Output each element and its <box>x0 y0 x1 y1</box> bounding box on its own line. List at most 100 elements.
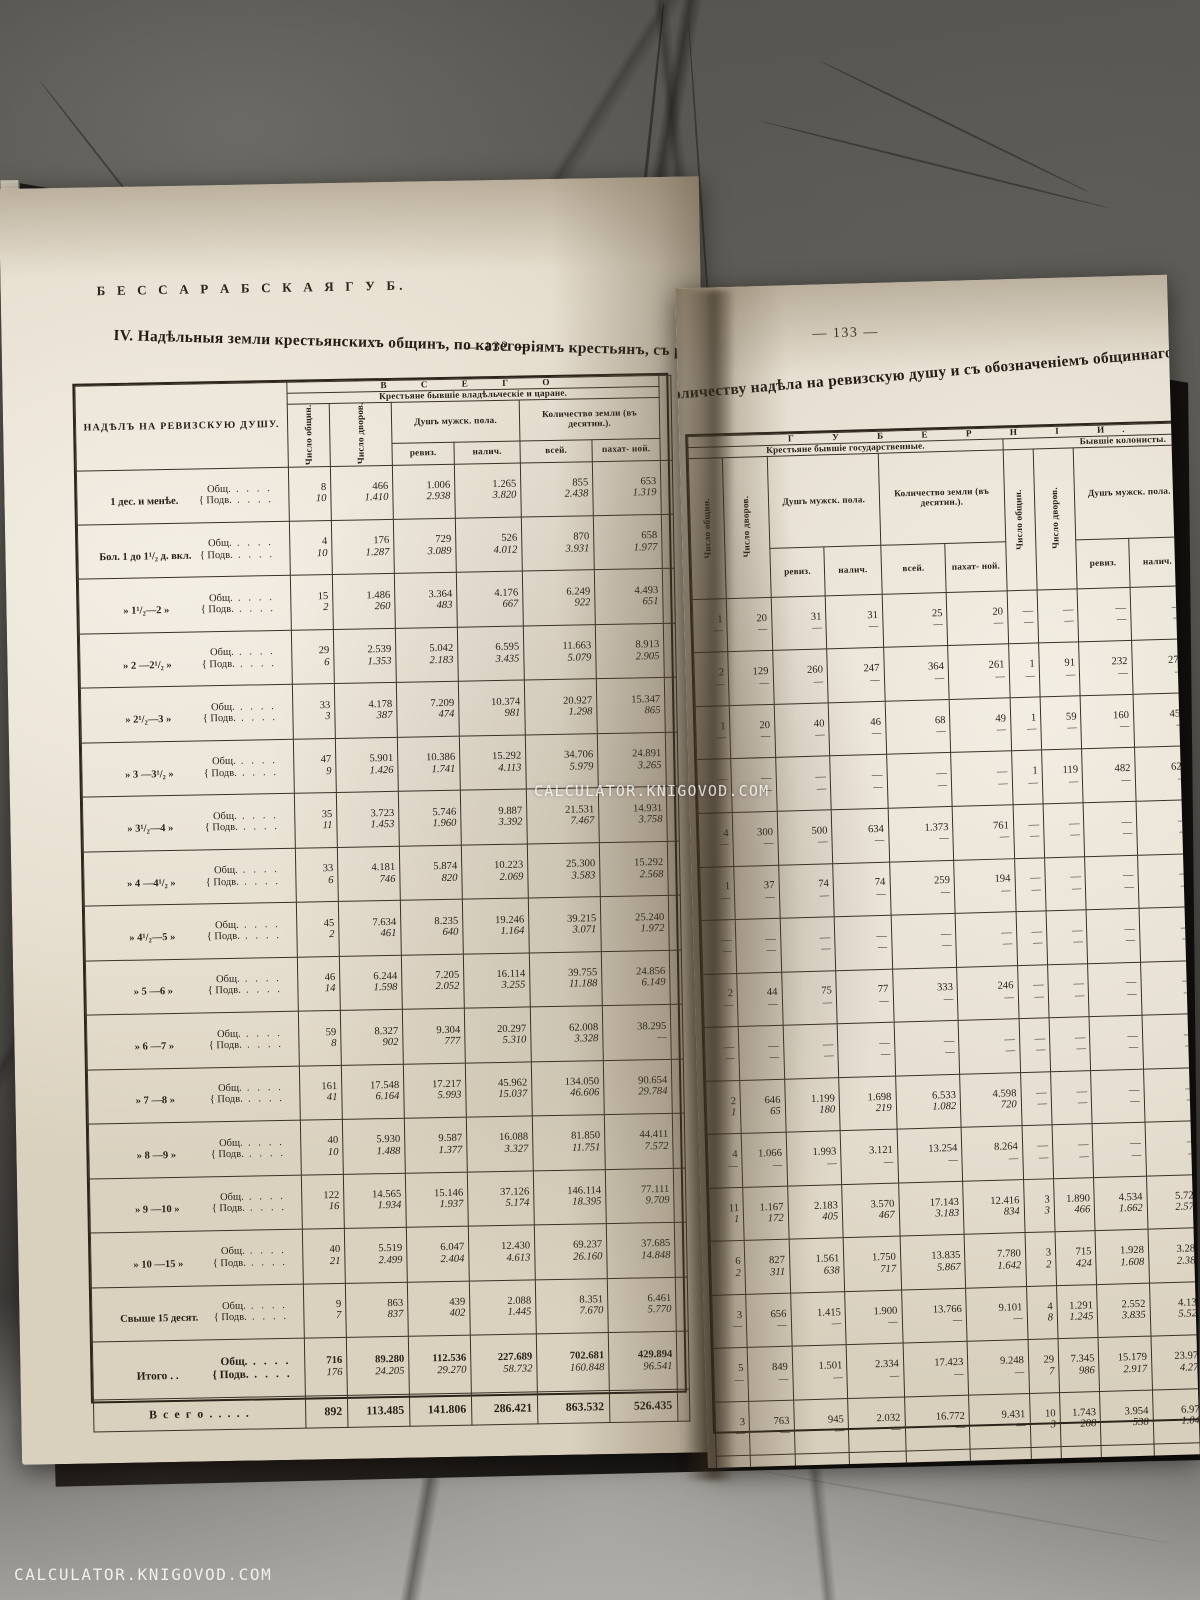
cell-kol-zemli <box>1192 798 1200 854</box>
cell-total-vsej: 702.681 160.848 <box>536 1332 610 1393</box>
row-label-total: Итого . . {Общ. . . . . Подв. . . . . <box>92 1338 306 1401</box>
cell-gos-pahat: 761— <box>952 804 1015 860</box>
cell-obshchin: 29 6 <box>291 629 335 685</box>
gutter-column <box>658 375 673 460</box>
cell-dvorov: 5.930 1.488 <box>342 1118 406 1175</box>
col-header-dush-kol: Душъ мужск. пола. <box>1073 444 1186 541</box>
cell-kol-dvorov: — — <box>1037 588 1079 644</box>
cell-kol-obshchin: — — <box>1012 803 1045 859</box>
gutter-cell <box>675 1276 689 1332</box>
cell-kol-obshchin: 10 3 <box>1029 1392 1062 1448</box>
cell-dvorov: 5.519 2.499 <box>344 1227 408 1283</box>
cell-obshchin: 4 10 <box>289 520 333 576</box>
cell-reviz: 8.235 640 <box>400 899 464 956</box>
cell-gos-vsej: 17.423— <box>902 1341 969 1398</box>
cell-vsej: 69.237 26.160 <box>534 1223 608 1280</box>
cell-kol-dvorov: 1.743 288 <box>1059 1391 1102 1447</box>
cell-pahat: 24.856 6.149 <box>601 950 671 1006</box>
right-page: — 133 — количеству надѣла на ревизскую д… <box>675 274 1200 1468</box>
cell-kol-reviz: 232— <box>1078 640 1133 696</box>
center-watermark: CALCULATOR.KNIGOVOD.COM <box>534 782 770 800</box>
cell-gos-dvorov: 129— <box>728 650 774 706</box>
folio-right: — 133 — <box>812 324 880 342</box>
cell-pahat: 15.347 865 <box>596 677 666 734</box>
cell-gos-vsej: 333— <box>892 966 959 1023</box>
cell-gos-nalich: 46— <box>828 701 887 757</box>
cell-gos-dvorov: — — <box>738 1025 785 1081</box>
cell-kol-reviz: — — <box>1086 908 1141 964</box>
cell-gos-obshchin: — — <box>704 1026 740 1082</box>
cell-gos-dvorov: 1.167 172 <box>742 1186 789 1241</box>
cell-nalich: 6.595 3.435 <box>457 625 525 682</box>
cell-gos-reviz: 1.993— <box>785 1130 842 1187</box>
cell-pahat: 4.493 651 <box>594 568 664 625</box>
gutter-cell <box>661 514 675 569</box>
cell-pahat: 25.240 1.972 <box>600 895 670 952</box>
cell-kol-dvorov: — — <box>1046 909 1088 965</box>
cell-vsej: 25.300 3.583 <box>527 842 601 899</box>
cell-pahat: 653 1.319 <box>592 459 662 516</box>
cell-kol-zemli <box>1195 905 1200 961</box>
cell-kol-dvorov: 1.291 1.245 <box>1056 1284 1099 1340</box>
cell-gos-dvorov: 656— <box>745 1293 792 1348</box>
cell-dvorov: 4.178 387 <box>334 682 398 739</box>
cell-nalich: 10.374 981 <box>458 680 526 737</box>
cell-gos-nalich: — — <box>837 1022 896 1078</box>
cell-gos-pahat: 8.264— <box>961 1125 1024 1182</box>
cell-kol-dvorov: 715 424 <box>1055 1230 1097 1286</box>
stub-header: НАДѢЛЪ НА РЕВИЗСКУЮ ДУШУ. <box>74 382 289 471</box>
cell-total-nalich: 227.689 58.732 <box>470 1333 538 1394</box>
cell-obshchin: 33 3 <box>292 683 336 740</box>
cell-dvorov: 6.244 1.598 <box>339 955 403 1011</box>
cell-dvorov: 5.901 1.426 <box>335 737 399 793</box>
col-header-reviz-gos: ревиз. <box>769 547 826 598</box>
table-body-right: 1—20—31—31—25—20—————————2—129—260—247—3… <box>692 583 1200 1468</box>
cell-reviz: 5.746 1.960 <box>398 790 462 847</box>
cell-pahat: 37.685 14.848 <box>606 1222 676 1279</box>
cell-obshchin: 40 21 <box>302 1228 346 1284</box>
cell-gos-vsej: 364— <box>883 645 950 702</box>
cell-vsej: 134.050 46.606 <box>531 1060 605 1117</box>
cell-gos-reviz: 260— <box>772 649 829 705</box>
col-header-vsej: всей. <box>519 439 593 463</box>
cell-vsej: 39.215 3.071 <box>528 896 602 953</box>
cell-reviz: 9.587 1.377 <box>404 1117 468 1173</box>
cell-gos-vsej: 16.772— <box>904 1395 971 1451</box>
cell-gos-vsej: 13.766— <box>901 1288 968 1344</box>
cell-gos-pahat: 9.431— <box>968 1393 1031 1449</box>
cell-gos-vsej: 25— <box>881 592 948 648</box>
col-header-pahatnoj-gos: пахат- ной. <box>945 542 1007 593</box>
cell-total-reviz: 112.536 29.270 <box>408 1335 472 1395</box>
cell-kol-reviz: 3.954 538 <box>1099 1390 1154 1446</box>
cell-obshchin: 45 2 <box>296 901 340 957</box>
cell-nalich: 10.223 2.069 <box>461 843 529 900</box>
cell-vsej: 62.008 3.328 <box>530 1005 604 1062</box>
col-header-dush: Душъ мужск. пола. <box>391 399 520 444</box>
cell-gos-nalich: 1.698 219 <box>838 1075 897 1131</box>
cell-total-obshchin: 716 176 <box>304 1337 348 1397</box>
page-top-curl-shadow <box>0 176 701 280</box>
cell-grand-reviz: 141.806 <box>409 1393 472 1427</box>
cell-gos-obshchin: 5— <box>713 1347 749 1403</box>
cell-gos-nalich: 1.750 717 <box>843 1236 902 1292</box>
row-label: » 8 —9 » {Общ. . . . . Подв. . . . . <box>88 1120 302 1179</box>
col-header-dvorov: Число дворов. <box>329 402 393 467</box>
cell-kol-reviz: 2.552 3.835 <box>1096 1283 1151 1339</box>
col-header-reviz-kol: ревиз. <box>1076 538 1130 589</box>
cell-gos-pahat: 9.248— <box>967 1339 1030 1396</box>
cell-gos-obshchin: 1— <box>692 598 729 653</box>
cell-kol-dvorov: — — <box>1052 1123 1094 1179</box>
corner-watermark: CALCULATOR.KNIGOVOD.COM <box>14 1565 273 1584</box>
cell-nalich: 16.088 3.327 <box>466 1116 534 1172</box>
gutter-cell <box>662 568 676 624</box>
row-label: » 6 —7 » {Общ. . . . . Подв. . . . . <box>86 1011 300 1070</box>
cell-kol-zemli <box>1196 958 1200 1014</box>
cell-kol-nalich: 5.726 2.571 <box>1146 1174 1200 1230</box>
cell-reviz: 439 402 <box>407 1280 471 1337</box>
cell-gos-pahat: 7.780 1.642 <box>964 1232 1027 1289</box>
cell-nalich: 16.114 3.255 <box>463 952 531 1009</box>
gutter-cell <box>664 677 678 733</box>
cell-kol-dvorov: 119— <box>1041 749 1084 804</box>
cell-nalich: 9.887 3.392 <box>460 789 528 845</box>
